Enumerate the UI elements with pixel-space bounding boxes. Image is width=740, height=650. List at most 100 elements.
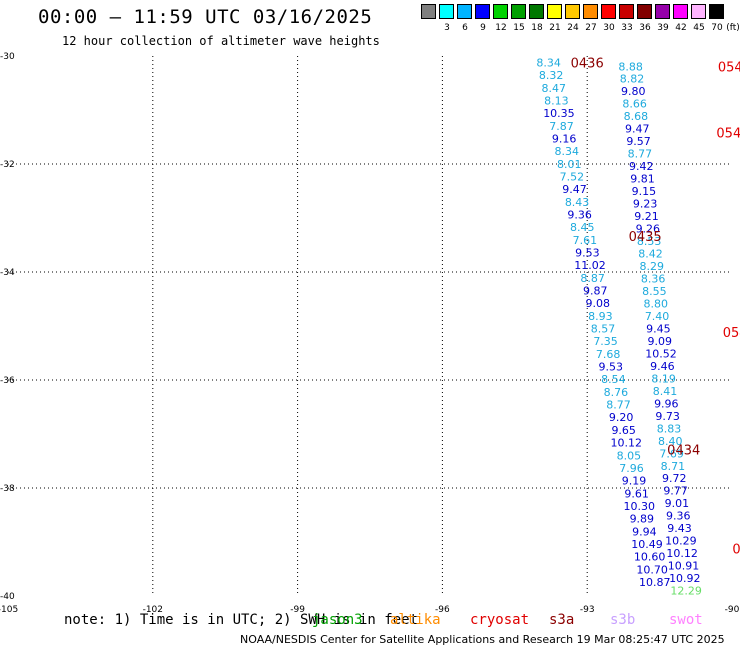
wave-height-value-track-a: 8.77 <box>606 399 631 412</box>
lon-tick-label: -105 <box>0 605 18 615</box>
wave-height-value-track-b: 9.26 <box>636 223 661 236</box>
wave-height-value-track-a: 9.20 <box>609 411 634 424</box>
wave-height-value-track-a: 10.30 <box>623 500 655 513</box>
wave-height-value-track-b: 9.77 <box>663 485 688 498</box>
legend-swatch <box>493 4 508 19</box>
wave-height-value-track-b: 9.45 <box>646 322 671 335</box>
wave-height-value-track-a: 10.70 <box>636 563 668 576</box>
wave-height-value-track-a: 10.87 <box>639 576 671 589</box>
wave-height-value-track-a: 10.35 <box>543 107 575 120</box>
lon-tick-label: -96 <box>435 605 450 615</box>
page-title: 00:00 – 11:59 UTC 03/16/2025 <box>38 6 373 28</box>
wave-height-value-track-b: 7.40 <box>645 310 670 323</box>
wave-height-value-track-a: 10.49 <box>631 538 663 551</box>
wave-height-value-track-a: 7.96 <box>619 462 644 475</box>
lat-tick-label: -34 <box>0 268 15 278</box>
wave-height-value-track-b: 8.19 <box>651 372 676 385</box>
wave-height-value-track-b: 9.01 <box>665 497 690 510</box>
wave-height-value-track-a: 9.16 <box>552 133 577 146</box>
lat-tick-label: -38 <box>0 484 15 494</box>
wave-height-value-track-a: 7.52 <box>560 171 585 184</box>
wave-height-value-track-a: 8.34 <box>536 56 561 69</box>
wave-height-value-track-b: 9.23 <box>633 198 658 211</box>
legend-tick-label: 27 <box>585 23 597 33</box>
wave-height-value-track-b: 9.47 <box>625 123 650 136</box>
credit-footer: NOAA/NESDIS Center for Satellite Applica… <box>240 633 725 646</box>
legend-tick-label: 18 <box>531 23 543 33</box>
wave-height-value-track-b: 8.66 <box>622 98 647 111</box>
wave-height-value-track-b: 9.36 <box>666 510 691 523</box>
wave-height-value-track-a: 9.89 <box>630 513 655 526</box>
wave-height-value-track-a: 9.61 <box>624 487 649 500</box>
legend-tick-label: 36 <box>639 23 651 33</box>
legend-tick-label: 45 <box>693 23 705 33</box>
wave-height-value-track-b: 10.52 <box>645 347 677 360</box>
wave-height-value-track-b: 9.57 <box>626 135 651 148</box>
pass-time-label: 0434 <box>667 444 700 459</box>
legend-swatch <box>457 4 472 19</box>
wave-height-value-track-b: 9.43 <box>667 522 692 535</box>
legend-swatch <box>691 4 706 19</box>
lon-tick-label: -102 <box>143 605 163 615</box>
wave-height-value-track-b: 8.88 <box>618 60 643 73</box>
lon-tick-label: -90 <box>725 605 740 615</box>
wave-height-value-track-a: 8.43 <box>565 196 590 209</box>
wave-height-value-track-a: 7.35 <box>593 335 618 348</box>
wave-height-value-track-b: 8.80 <box>644 297 669 310</box>
wave-height-value-track-b: 8.71 <box>661 460 686 473</box>
legend-swatch <box>601 4 616 19</box>
pass-time-label: 0436 <box>571 56 604 71</box>
legend-tick-label: 15 <box>513 23 525 33</box>
wave-height-value-track-b: 9.09 <box>647 335 672 348</box>
legend-swatch <box>583 4 598 19</box>
wave-height-value-track-b: 8.82 <box>620 73 645 86</box>
legend-tick-label: 3 <box>444 23 450 33</box>
wave-height-value-track-a: 9.36 <box>567 209 592 222</box>
wave-height-value-track-b: 9.46 <box>650 360 675 373</box>
wave-height-value-track-a: 11.02 <box>574 259 606 272</box>
wave-height-value-track-b: 10.29 <box>665 535 697 548</box>
wave-height-value-track-b: 9.73 <box>655 410 680 423</box>
wave-height-value-track-a: 8.87 <box>580 272 605 285</box>
satellite-label: cryosat <box>470 612 530 628</box>
pass-time-label: 0544 <box>716 127 740 142</box>
wave-height-value-track-b: 8.55 <box>642 285 667 298</box>
wave-height-value-track-a: 9.19 <box>622 475 647 488</box>
wave-height-value-track-a: 8.76 <box>604 386 629 399</box>
legend-tick-label: 24 <box>567 23 579 33</box>
legend-swatch <box>529 4 544 19</box>
wave-height-value-track-b: 10.91 <box>668 560 700 573</box>
wave-height-value-track-a: 9.53 <box>598 361 623 374</box>
wave-height-value-track-a: 8.45 <box>570 221 595 234</box>
legend-tick-label: 33 <box>621 23 633 33</box>
wave-height-value-track-a: 7.61 <box>573 234 598 247</box>
wave-height-value-track-a: 8.13 <box>544 94 569 107</box>
wave-height-value-track-b: 9.21 <box>634 210 659 223</box>
legend-tick-label: 9 <box>480 23 486 33</box>
wave-height-value-track-a: 9.53 <box>575 247 600 260</box>
legend-swatch <box>673 4 688 19</box>
legend-swatch <box>637 4 652 19</box>
legend-unit: (ft) <box>726 23 740 33</box>
wave-height-value-track-b: 8.36 <box>641 272 666 285</box>
legend-swatch <box>619 4 634 19</box>
legend-tick-label: 12 <box>495 23 507 33</box>
legend-swatch <box>511 4 526 19</box>
wave-height-value-track-b: 9.42 <box>629 160 654 173</box>
pass-time-label: 0542 <box>732 542 740 557</box>
wave-height-value-track-b: 8.40 <box>658 435 683 448</box>
legend-swatch <box>655 4 670 19</box>
legend-swatch <box>439 4 454 19</box>
wave-height-value-track-b: 8.53 <box>637 235 662 248</box>
lon-tick-label: -99 <box>290 605 305 615</box>
satellite-label: s3b <box>610 612 636 628</box>
wave-height-value-track-b: 12.29 <box>670 585 702 598</box>
satellite-label: jason3 <box>312 612 363 628</box>
legend-swatch <box>421 4 436 19</box>
wave-height-value-track-b: 8.68 <box>624 110 649 123</box>
wave-height-value-track-a: 7.87 <box>549 120 574 133</box>
legend-swatch <box>565 4 580 19</box>
legend-tick-label: 21 <box>549 23 561 33</box>
wave-height-value-track-a: 8.01 <box>557 158 582 171</box>
wave-height-value-track-a: 8.34 <box>554 145 579 158</box>
